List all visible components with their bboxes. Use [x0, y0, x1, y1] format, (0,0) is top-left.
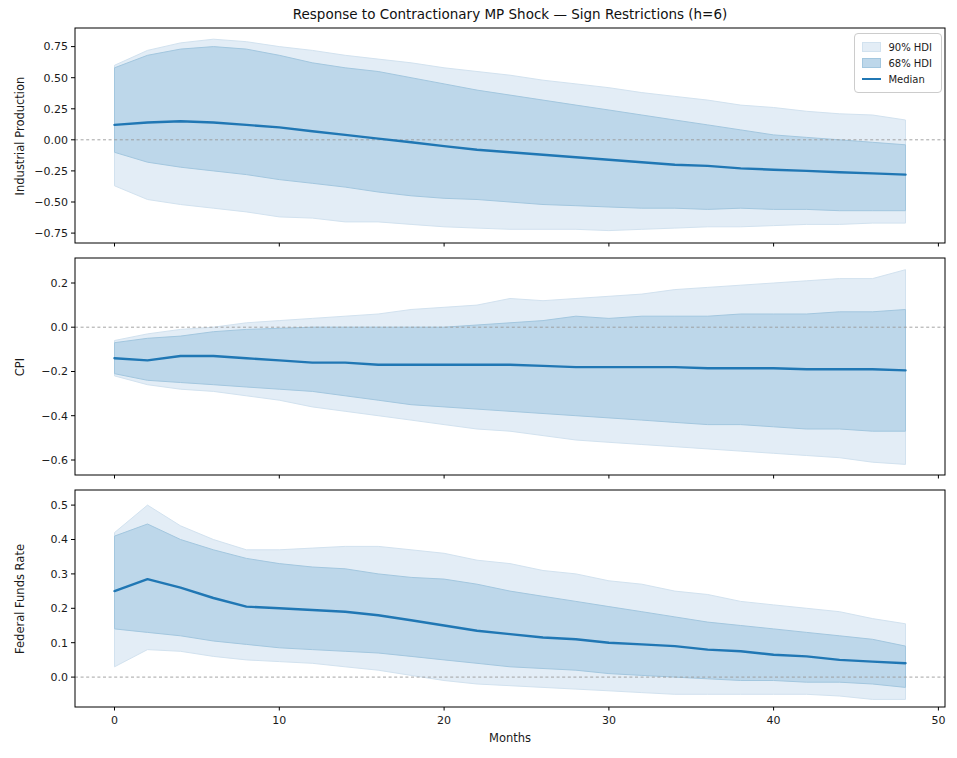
y-tick-label: 0.25	[44, 103, 69, 116]
y-tick-label: 0.5	[51, 499, 69, 512]
figure-root: Response to Contractionary MP Shock — Si…	[0, 0, 957, 758]
legend: 90% HDI 68% HDI Median	[854, 33, 942, 93]
legend-swatch-90-hdi-icon	[862, 42, 881, 52]
y-tick-label: 0.50	[44, 72, 69, 85]
y-tick-label: 0.2	[51, 277, 69, 290]
legend-label-median: Median	[888, 74, 924, 85]
y-tick-label: −0.75	[34, 227, 68, 240]
xlabel-months: Months	[489, 731, 531, 745]
legend-label-90-hdi: 90% HDI	[888, 42, 932, 53]
y-tick-label: −0.25	[34, 165, 68, 178]
legend-label-68-hdi: 68% HDI	[888, 58, 932, 69]
x-tick-label: 50	[931, 714, 945, 727]
y-tick-label: −0.2	[41, 365, 68, 378]
y-tick-label: −0.4	[41, 410, 68, 423]
x-tick-label: 0	[111, 714, 118, 727]
y-tick-label: 0.0	[51, 321, 69, 334]
y-tick-label: 0.0	[51, 671, 69, 684]
irf-chart-canvas: 0.750.500.250.00−0.25−0.50−0.750.20.0−0.…	[0, 0, 957, 758]
legend-item-90-hdi: 90% HDI	[862, 39, 932, 55]
panel-industrial-production: 0.75 0.50 0.25 0.00 −0.25 −0.50 −0.75	[34, 28, 945, 247]
x-tick-label: 10	[272, 714, 286, 727]
legend-swatch-68-hdi-icon	[862, 58, 881, 68]
x-tick-label: 30	[602, 714, 616, 727]
panel-federal-funds-rate: 0.5 0.4 0.3 0.2 0.1 0.0 0 10 20 30 40 50	[51, 490, 946, 727]
x-tick-label: 20	[437, 714, 451, 727]
y-tick-label: 0.00	[44, 134, 69, 147]
legend-swatch-median-line-icon	[862, 78, 881, 81]
y-tick-label: 0.1	[51, 637, 69, 650]
legend-item-median: Median	[862, 71, 932, 87]
y-tick-label: −0.50	[34, 196, 68, 209]
y-tick-label: 0.3	[51, 568, 69, 581]
y-tick-label: 0.4	[51, 533, 69, 546]
y-tick-label: 0.2	[51, 602, 69, 615]
y-tick-label: 0.75	[44, 40, 69, 53]
legend-item-68-hdi: 68% HDI	[862, 55, 932, 71]
x-tick-label: 40	[767, 714, 781, 727]
panel-cpi: 0.2 0.0 −0.2 −0.4 −0.6	[41, 258, 945, 479]
y-tick-label: −0.6	[41, 454, 68, 467]
